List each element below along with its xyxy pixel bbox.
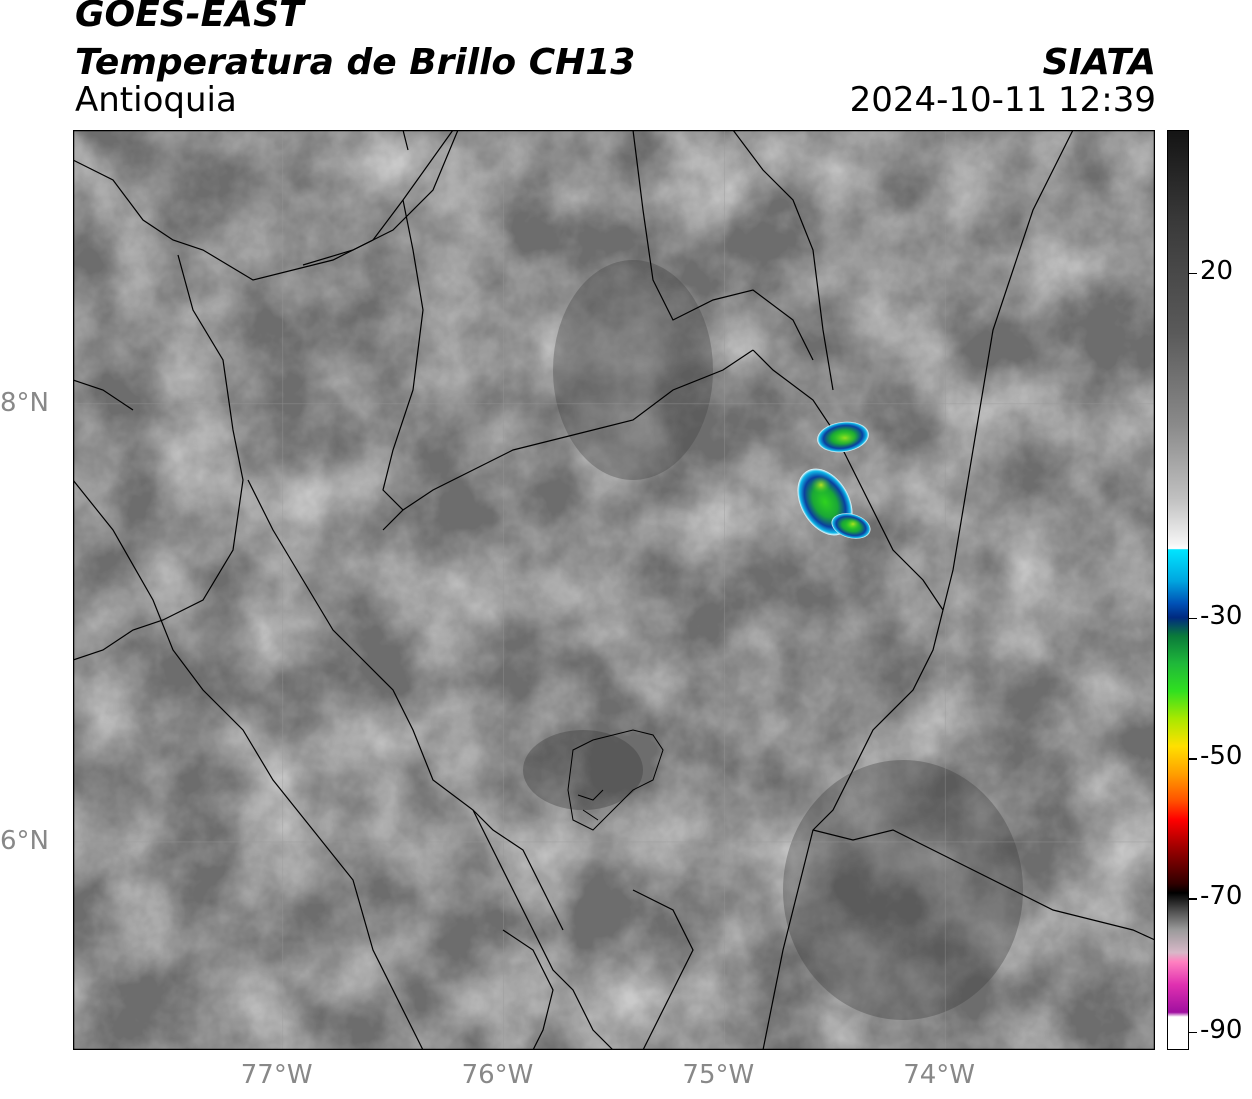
colorbar-tick-label: -50 bbox=[1200, 741, 1243, 772]
small-municipality bbox=[567, 729, 664, 831]
region-label: Antioquia bbox=[75, 80, 237, 120]
colorbar-tick-label: -90 bbox=[1200, 1014, 1243, 1045]
colorbar-tick-mark bbox=[1189, 758, 1197, 760]
storm-cluster bbox=[797, 421, 871, 539]
lon-tick-label: 75°W bbox=[682, 1060, 755, 1090]
colorbar-tick-mark bbox=[1189, 898, 1197, 900]
map-frame bbox=[73, 130, 1155, 1050]
storm-core-south bbox=[811, 476, 831, 494]
lowland-shading bbox=[523, 260, 1023, 1020]
cloud-texture bbox=[73, 130, 1155, 1050]
colorbar-tick-label: 20 bbox=[1200, 255, 1234, 286]
boundaries bbox=[73, 130, 1155, 1050]
colorbar-tick-mark bbox=[1189, 272, 1197, 275]
timestamp-label: 2024-10-11 12:39 bbox=[849, 80, 1156, 120]
gridlines bbox=[73, 130, 1155, 1050]
product-title: Temperatura de Brillo CH13 bbox=[75, 42, 636, 83]
lon-tick-label: 77°W bbox=[240, 1060, 313, 1090]
lon-tick-label: 74°W bbox=[903, 1060, 976, 1090]
colorbar-tick-mark bbox=[1189, 1031, 1197, 1034]
temperature-colorbar bbox=[1167, 130, 1189, 1050]
lat-tick-label: 8°N bbox=[0, 387, 49, 418]
satellite-title: GOES-EAST bbox=[75, 0, 304, 35]
lat-tick-label: 6°N bbox=[0, 825, 49, 856]
storm-core-north bbox=[831, 430, 859, 446]
colorbar-tick-mark bbox=[1189, 617, 1197, 620]
satellite-map[interactable] bbox=[73, 130, 1155, 1050]
map-canvas bbox=[73, 130, 1155, 1050]
colorbar-tick-label: -30 bbox=[1200, 600, 1243, 631]
lon-tick-label: 76°W bbox=[461, 1060, 534, 1090]
agency-label: SIATA bbox=[1042, 42, 1156, 83]
storm-core-southeast bbox=[845, 518, 861, 530]
colorbar-tick-label: -70 bbox=[1200, 881, 1243, 912]
